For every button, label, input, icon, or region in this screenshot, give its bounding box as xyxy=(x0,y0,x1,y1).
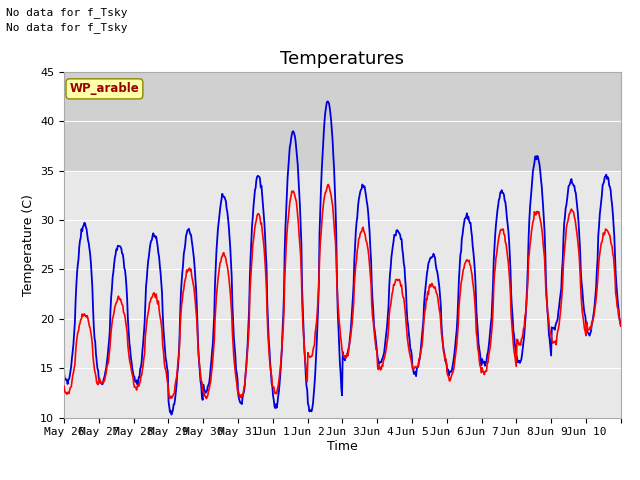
Bar xyxy=(64,72,621,171)
Title: Temperatures: Temperatures xyxy=(280,49,404,68)
X-axis label: Time: Time xyxy=(327,440,358,453)
Text: No data for f_Tsky: No data for f_Tsky xyxy=(6,7,128,18)
Text: No data for f_Tsky: No data for f_Tsky xyxy=(6,22,128,33)
Text: WP_arable: WP_arable xyxy=(70,83,140,96)
Y-axis label: Temperature (C): Temperature (C) xyxy=(22,194,35,296)
